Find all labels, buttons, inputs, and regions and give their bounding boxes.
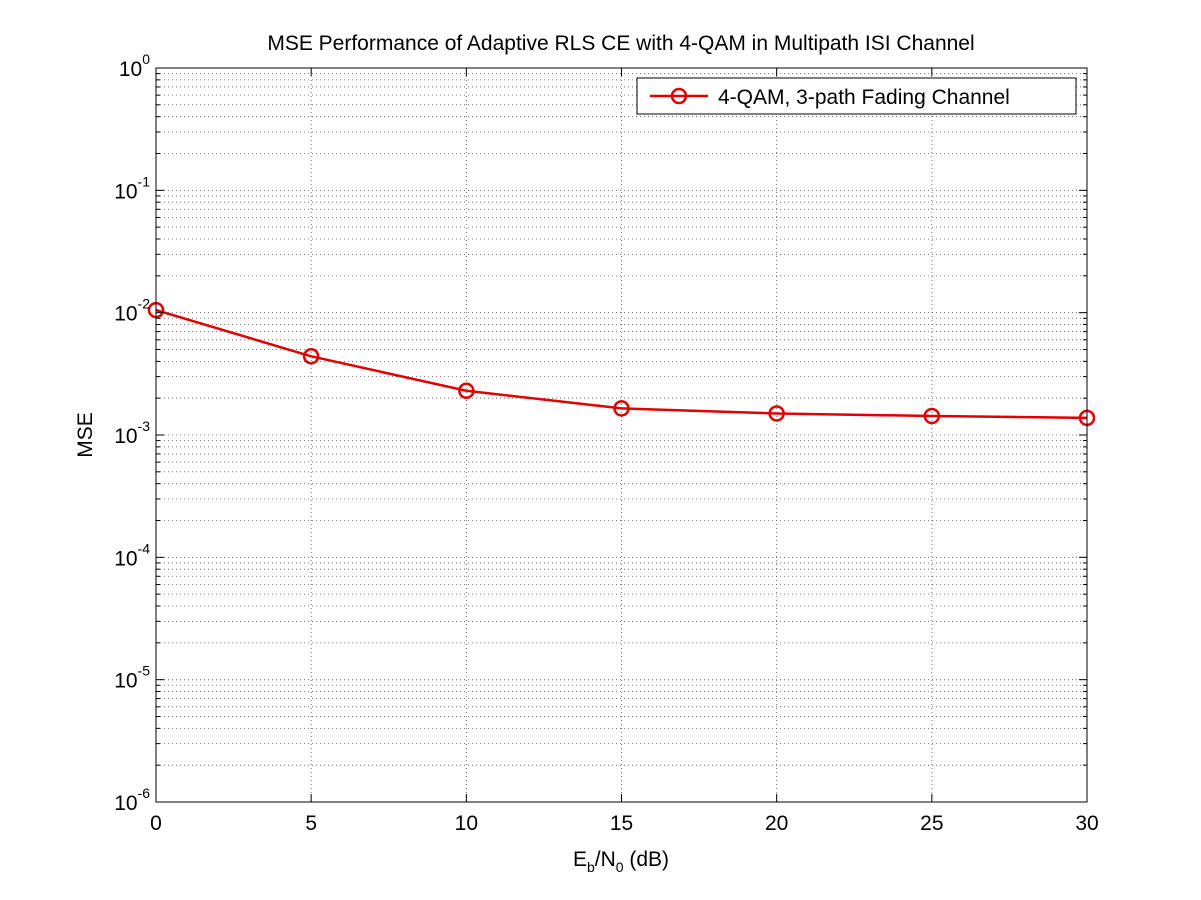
y-tick-label: 10-4 [114, 540, 150, 570]
y-tick-label: 10-6 [114, 785, 150, 815]
legend-box [636, 77, 1077, 115]
data-point [302, 348, 320, 365]
chart-title: MSE Performance of Adaptive RLS CE with … [267, 32, 974, 55]
y-tick-label: 10-3 [114, 418, 150, 448]
series-line [155, 308, 1088, 420]
x-tick-label: 20 [765, 812, 788, 835]
y-tick-label: 10-2 [114, 296, 150, 326]
x-axis-label: Eb/N0 (dB) [573, 848, 669, 875]
plot-area [156, 68, 1087, 802]
y-tick-label: 100 [119, 51, 150, 81]
data-point [923, 407, 941, 425]
y-tick-label: 10-1 [114, 173, 150, 203]
x-tick-label: 30 [1075, 812, 1098, 835]
x-tick-label: 5 [305, 812, 317, 835]
legend-marker-circle [670, 87, 688, 105]
data-point [613, 400, 630, 417]
x-tick-label: 25 [920, 812, 943, 835]
y-tick-label: 10-5 [114, 663, 150, 693]
ticks: 0 5 10 15 20 25 30 100 10-1 10-2 10-3 10-4 10-5 10-6 [114, 51, 1098, 835]
x-tick-label: 15 [610, 812, 633, 835]
x-tick-label: 10 [455, 812, 478, 835]
y-axis-label: MSE [74, 412, 97, 458]
data-point [458, 382, 475, 399]
legend-label: 4-QAM, 3-path Fading Channel [718, 86, 1010, 109]
x-tick-label: 0 [150, 812, 162, 835]
legend: 4-QAM, 3-path Fading Channel [636, 77, 1077, 115]
data-point [768, 405, 785, 422]
